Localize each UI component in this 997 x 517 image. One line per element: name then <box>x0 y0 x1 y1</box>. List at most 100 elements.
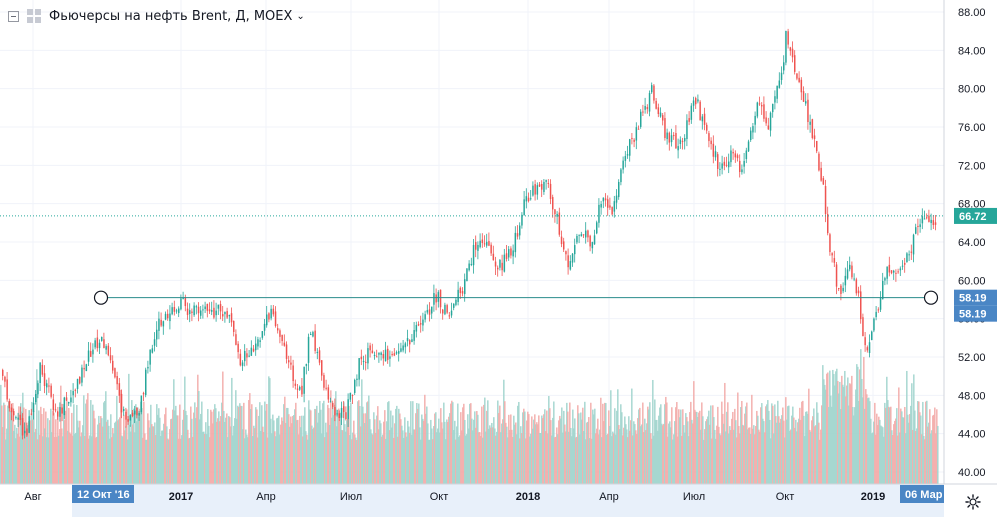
volume-bar <box>43 408 45 484</box>
volume-bar <box>462 407 464 484</box>
volume-bar <box>512 436 514 484</box>
volume-bar <box>458 436 460 484</box>
volume-bar <box>37 439 39 484</box>
volume-bar <box>113 433 115 484</box>
volume-bar <box>132 424 134 484</box>
candle <box>609 197 611 210</box>
volume-bar <box>696 412 698 484</box>
volume-bar <box>858 401 860 484</box>
volume-bar <box>671 407 673 484</box>
volume-bar <box>444 421 446 484</box>
candle <box>354 378 356 395</box>
candle <box>323 372 325 391</box>
volume-bar <box>736 437 738 484</box>
volume-bar <box>572 409 574 484</box>
volume-bar <box>190 406 192 484</box>
volume-bar <box>246 434 248 484</box>
candle <box>85 363 88 372</box>
volume-bar <box>123 414 125 484</box>
volume-bar <box>323 400 325 484</box>
candle <box>356 374 358 387</box>
candle <box>514 226 517 258</box>
volume-bar <box>674 421 676 484</box>
volume-bar <box>53 412 55 484</box>
candle <box>853 273 855 282</box>
volume-bar <box>846 385 848 484</box>
volume-bar <box>217 418 219 484</box>
volume-bar <box>154 422 156 484</box>
volume-bar <box>549 408 551 484</box>
chart-legend: Фьючерсы на нефть Brent, Д, MOEX ⌄ <box>8 6 305 26</box>
volume-bar <box>692 423 694 484</box>
line-handle-right[interactable] <box>923 290 939 305</box>
volume-bar <box>701 402 703 484</box>
price-tick-label: 68.00 <box>958 199 986 211</box>
volume-bar <box>237 405 239 484</box>
candle <box>532 181 534 197</box>
candle <box>915 223 917 235</box>
candle <box>510 246 512 259</box>
volume-bar <box>50 408 52 484</box>
volume-bar <box>424 394 426 484</box>
candle <box>382 350 385 366</box>
volume-bar <box>396 405 398 484</box>
volume-bar <box>803 415 805 484</box>
volume-bar <box>815 425 817 484</box>
volume-bar <box>298 434 300 484</box>
collapse-icon[interactable] <box>8 10 19 22</box>
volume-bar <box>925 401 927 484</box>
volume-bar <box>750 433 752 484</box>
volume-bar <box>457 403 459 484</box>
volume-bar <box>437 428 439 484</box>
volume-bar <box>555 436 557 484</box>
volume-bar <box>718 426 720 484</box>
price-tick-label: 60.00 <box>958 275 986 287</box>
candle <box>882 272 884 300</box>
volume-bar <box>848 405 850 484</box>
volume-bar <box>754 434 756 484</box>
candle <box>783 55 785 75</box>
volume-bar <box>64 420 66 484</box>
volume-bar <box>287 407 289 484</box>
volume-bar <box>214 404 216 484</box>
volume-bar <box>357 401 359 484</box>
time-axis[interactable]: Авг 2017 Апр Июл Окт 2018 Апр Июл Окт 2019 12 Окт … <box>0 483 997 517</box>
time-tick-label: Апр <box>256 491 275 503</box>
price-tick-label: 76.00 <box>958 122 986 134</box>
volume-bar <box>173 379 175 484</box>
candle <box>530 190 532 201</box>
volume-bar <box>257 437 259 484</box>
gear-icon[interactable] <box>965 494 981 510</box>
last-price-badge: 66.72 <box>954 207 997 224</box>
volume-bar <box>715 438 717 484</box>
candle <box>255 336 257 356</box>
chevron-down-icon[interactable]: ⌄ <box>296 10 305 22</box>
volume-bar <box>465 435 467 484</box>
volume-bar <box>648 409 650 484</box>
candle <box>756 101 759 119</box>
volume-bar <box>205 422 207 484</box>
volume-bar <box>629 430 631 484</box>
candle <box>633 138 635 148</box>
volume-bar <box>86 399 88 484</box>
volume-bar <box>398 408 400 484</box>
volume-bar <box>69 432 71 484</box>
volume-bar <box>121 435 123 484</box>
line-handle-left[interactable] <box>93 290 109 305</box>
candle <box>215 302 217 322</box>
volume-bar <box>328 408 330 484</box>
candle <box>563 237 565 252</box>
volume-bar <box>722 413 724 484</box>
candle <box>299 385 301 391</box>
volume-bar <box>41 414 43 484</box>
volume-bar <box>116 395 118 484</box>
candle <box>670 128 673 147</box>
candle <box>732 148 734 160</box>
volume-bar <box>377 406 379 484</box>
price-axis[interactable]: 88.00 84.00 80.00 76.00 72.00 68.00 64.00 60.00… <box>943 0 997 484</box>
volume-bar <box>449 413 451 484</box>
volume-bar <box>137 407 139 484</box>
volume-bar <box>224 421 226 484</box>
volume-bar <box>313 427 315 484</box>
